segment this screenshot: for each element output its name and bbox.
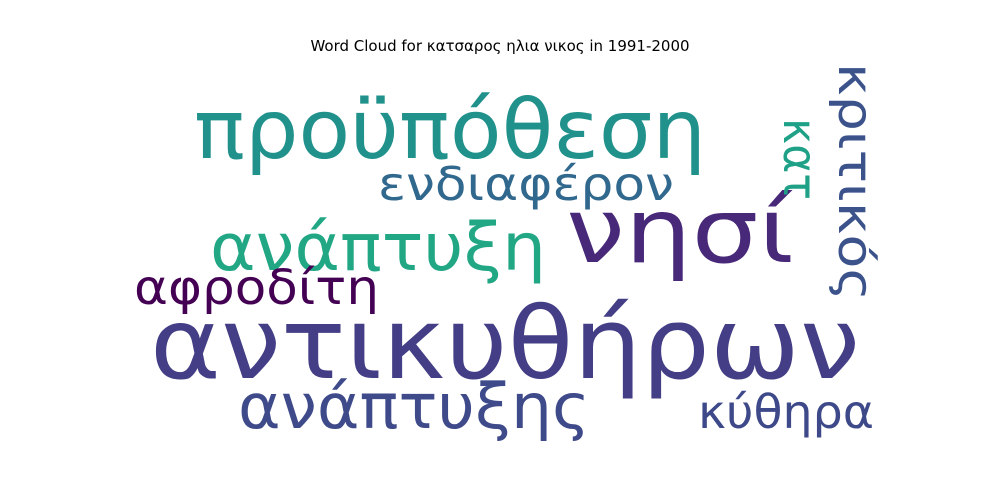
word-8: κριτικός [827, 63, 883, 301]
word-7: κύθηρα [698, 385, 874, 439]
word-3: ανάπτυξη [210, 209, 546, 286]
word-2: προϋπόθεση [194, 83, 706, 178]
word-1: νησί [566, 179, 794, 284]
word-0: αντικυθήρων [150, 287, 860, 402]
word-4: ανάπτυξης [238, 370, 590, 443]
word-5: αφροδίτη [134, 260, 379, 316]
word-6: ενδιαφέρον [378, 157, 674, 211]
word-9: κατ [773, 118, 827, 200]
chart-title: Word Cloud for κατσαρος ηλια νικος in 19… [310, 37, 690, 55]
